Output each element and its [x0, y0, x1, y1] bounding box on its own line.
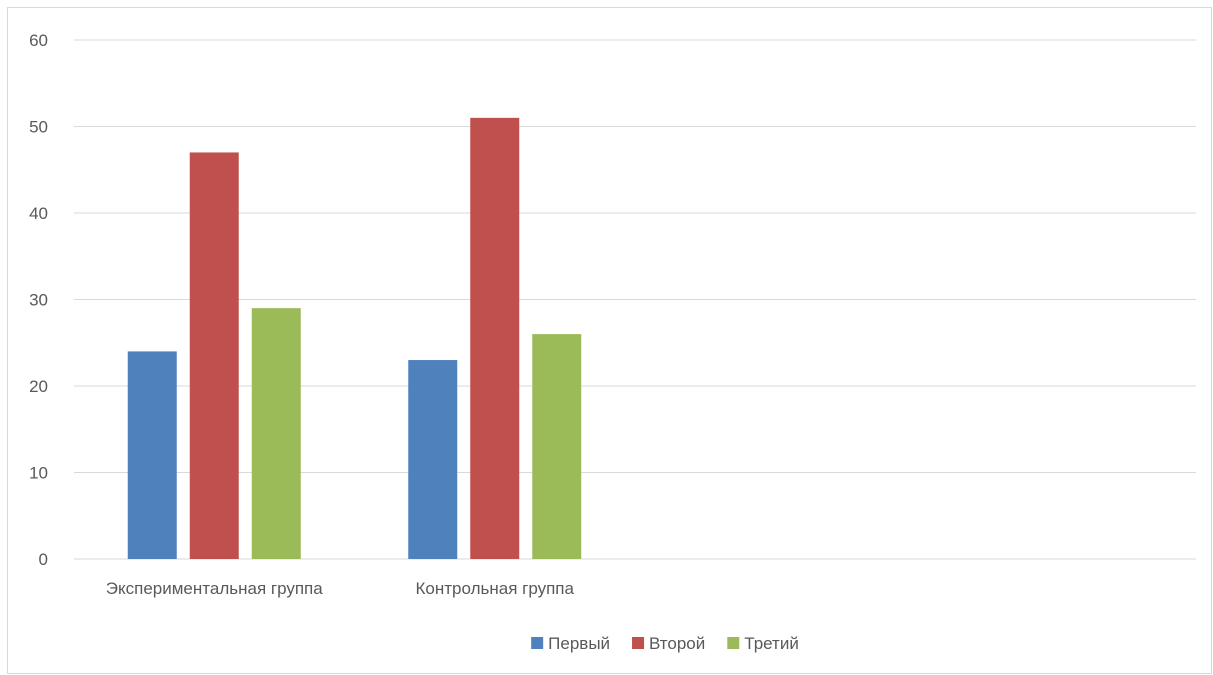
y-tick-label: 60 [29, 31, 48, 50]
legend-swatch [727, 637, 740, 649]
legend-label: Третий [744, 634, 799, 653]
bar-3-1 [251, 308, 301, 559]
bar-1-1 [127, 351, 177, 559]
bar-2-1 [189, 152, 239, 559]
bar-3-2 [532, 334, 582, 559]
x-axis-category-labels: Экспериментальная группа Контрольная груп… [106, 579, 575, 598]
y-axis-tick-labels: 0 10 20 30 40 50 60 [29, 31, 48, 569]
legend: Первый Второй Третий [531, 634, 799, 653]
y-tick-label: 0 [39, 550, 48, 569]
legend-label: Второй [649, 634, 705, 653]
y-tick-label: 30 [29, 291, 48, 310]
bars [127, 117, 582, 559]
chart-frame [7, 7, 1212, 674]
y-tick-label: 20 [29, 377, 48, 396]
bar-1-2 [408, 360, 458, 559]
x-category-label: Экспериментальная группа [106, 579, 323, 598]
legend-swatch [632, 637, 645, 649]
y-tick-label: 50 [29, 118, 48, 137]
y-tick-label: 10 [29, 464, 48, 483]
gridlines [74, 39, 1196, 560]
legend-label: Первый [548, 634, 610, 653]
legend-swatch [531, 637, 544, 649]
x-category-label: Контрольная группа [416, 579, 575, 598]
bar-2-2 [470, 117, 520, 559]
y-tick-label: 40 [29, 204, 48, 223]
